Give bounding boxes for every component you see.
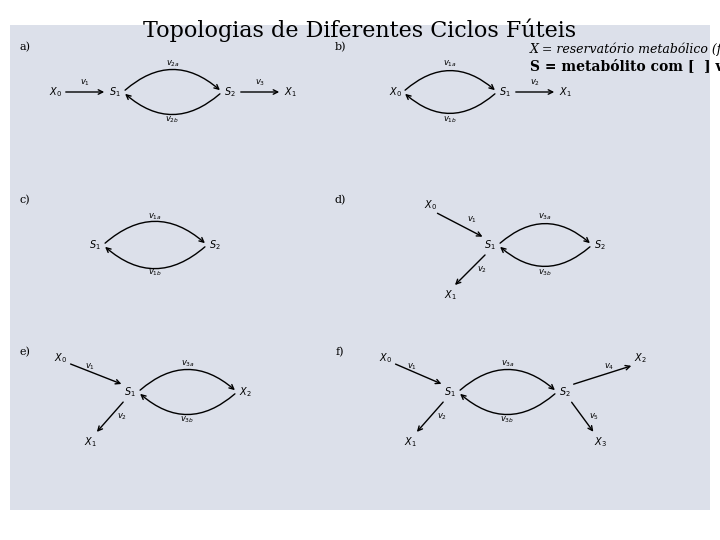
Text: $v_{3a}$: $v_{3a}$ (538, 212, 552, 222)
Text: $v_{3b}$: $v_{3b}$ (538, 268, 552, 278)
Text: $v_5$: $v_5$ (590, 411, 600, 422)
FancyArrowPatch shape (405, 71, 494, 90)
Text: $v_2$: $v_2$ (437, 411, 447, 422)
Text: $v_{1a}$: $v_{1a}$ (148, 212, 162, 222)
Text: $X_0$: $X_0$ (379, 351, 392, 365)
Text: $X_0$: $X_0$ (48, 85, 61, 99)
Text: $v_2$: $v_2$ (530, 78, 540, 88)
FancyArrowPatch shape (501, 247, 590, 266)
Text: $v_{2a}$: $v_{2a}$ (166, 59, 179, 69)
Text: $v_{3b}$: $v_{3b}$ (181, 415, 194, 426)
FancyArrowPatch shape (126, 94, 220, 114)
Text: $X_2$: $X_2$ (238, 385, 251, 399)
Text: $v_2$: $v_2$ (117, 411, 127, 422)
Text: $X_1$: $X_1$ (444, 288, 456, 302)
Text: $X_1$: $X_1$ (404, 435, 416, 449)
Text: $v_1$: $v_1$ (80, 78, 90, 88)
FancyArrowPatch shape (140, 369, 234, 390)
Text: a): a) (19, 42, 30, 52)
Text: $S_1$: $S_1$ (444, 385, 456, 399)
Text: $X_1$: $X_1$ (559, 85, 572, 99)
FancyArrowPatch shape (462, 394, 555, 415)
FancyArrowPatch shape (105, 221, 204, 243)
Text: $S_1$: $S_1$ (124, 385, 136, 399)
Text: $v_{3b}$: $v_{3b}$ (500, 415, 515, 426)
Text: $v_4$: $v_4$ (604, 362, 615, 372)
Text: $v_{3a}$: $v_{3a}$ (500, 359, 515, 369)
Text: S = metabólito com [  ] variável: S = metabólito com [ ] variável (530, 59, 720, 73)
Text: $X_0$: $X_0$ (423, 198, 436, 212)
Text: $v_{3a}$: $v_{3a}$ (181, 359, 194, 369)
Text: $S_1$: $S_1$ (89, 238, 101, 252)
Text: $S_2$: $S_2$ (209, 238, 221, 252)
Text: $v_1$: $v_1$ (467, 215, 477, 225)
Text: $X_3$: $X_3$ (593, 435, 606, 449)
Text: $v_3$: $v_3$ (255, 78, 265, 88)
Bar (10, 25, 710, 510)
FancyArrowPatch shape (500, 224, 589, 243)
Text: $v_1$: $v_1$ (408, 362, 418, 372)
Text: $S_1$: $S_1$ (484, 238, 496, 252)
Text: $S_1$: $S_1$ (109, 85, 121, 99)
Text: f): f) (336, 347, 344, 357)
Text: $v_{1b}$: $v_{1b}$ (148, 268, 162, 278)
Text: e): e) (19, 347, 30, 357)
Text: $v_{1b}$: $v_{1b}$ (443, 115, 457, 125)
Text: $v_{1a}$: $v_{1a}$ (443, 59, 457, 69)
FancyArrowPatch shape (406, 94, 495, 113)
Text: $S_1$: $S_1$ (499, 85, 511, 99)
FancyArrowPatch shape (141, 394, 235, 415)
Text: $v_2$: $v_2$ (477, 265, 487, 275)
Text: $X_1$: $X_1$ (84, 435, 96, 449)
Text: X = reservatório metabólico (fixo): X = reservatório metabólico (fixo) (530, 43, 720, 57)
Text: $v_{2b}$: $v_{2b}$ (166, 115, 179, 125)
FancyArrowPatch shape (125, 70, 219, 90)
Text: c): c) (19, 195, 30, 205)
Text: b): b) (334, 42, 346, 52)
Text: $S_2$: $S_2$ (224, 85, 236, 99)
Text: d): d) (334, 195, 346, 205)
Text: $X_0$: $X_0$ (389, 85, 402, 99)
FancyArrowPatch shape (460, 369, 554, 390)
Text: $X_2$: $X_2$ (634, 351, 647, 365)
Text: $X_1$: $X_1$ (284, 85, 297, 99)
Text: $S_2$: $S_2$ (559, 385, 571, 399)
FancyArrowPatch shape (107, 247, 205, 269)
Text: $v_1$: $v_1$ (85, 362, 95, 372)
Text: $X_0$: $X_0$ (53, 351, 66, 365)
Text: $S_2$: $S_2$ (594, 238, 606, 252)
Text: Topologias de Diferentes Ciclos Fúteis: Topologias de Diferentes Ciclos Fúteis (143, 18, 577, 42)
